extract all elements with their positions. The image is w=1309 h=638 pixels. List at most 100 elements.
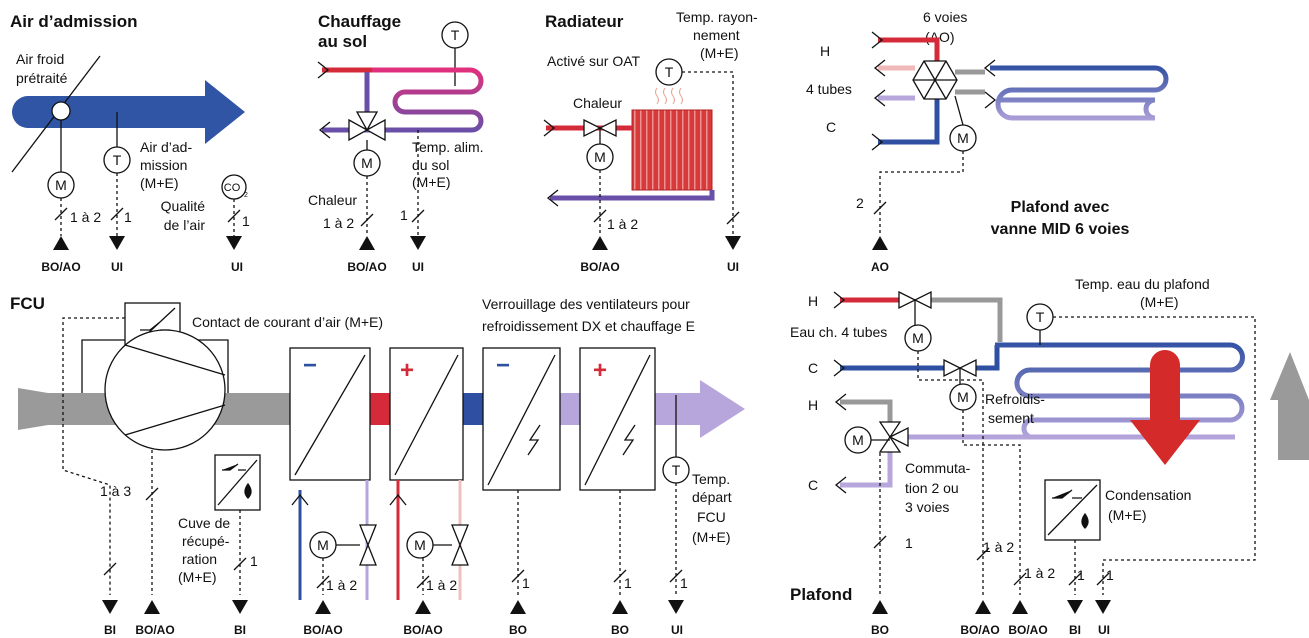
connector — [925, 300, 1000, 342]
label: BO — [611, 623, 629, 637]
label: H — [808, 397, 818, 413]
signal-arrow — [232, 600, 248, 614]
label: Activé sur OAT — [547, 53, 641, 69]
label: M — [361, 155, 373, 171]
label: (M+E) — [1140, 294, 1179, 310]
label: 3 voies — [905, 499, 949, 515]
label: Temp. alim. — [412, 139, 484, 155]
signal-arrow — [144, 600, 160, 614]
label: Qualité — [161, 198, 206, 214]
label: Temp. — [692, 471, 730, 487]
label: BO/AO — [580, 260, 619, 274]
label: 1 — [905, 535, 913, 551]
label: au sol — [318, 32, 367, 51]
label: T — [113, 152, 122, 168]
label: M — [852, 432, 864, 448]
label: M — [414, 537, 426, 553]
signal-arrow — [410, 236, 426, 250]
connector — [880, 292, 976, 452]
label: BO/AO — [960, 623, 999, 637]
signal-arrow — [725, 236, 741, 250]
label: départ — [692, 489, 732, 505]
label: C — [808, 477, 818, 493]
signal-arrow — [53, 236, 69, 250]
signal-arrow — [592, 236, 608, 250]
label: 1 à 2 — [426, 577, 457, 593]
label: Condensation — [1105, 487, 1191, 503]
label: 2 — [244, 192, 248, 199]
connector — [955, 96, 963, 125]
label: Radiateur — [545, 12, 624, 31]
label: 1 — [1106, 567, 1114, 583]
label: (M+E) — [140, 175, 179, 191]
label: BO/AO — [403, 623, 442, 637]
connector — [349, 112, 385, 140]
signal-arrow — [1067, 600, 1083, 614]
label: 1 à 2 — [1024, 565, 1055, 581]
component-box — [655, 393, 700, 425]
component-box — [632, 110, 712, 190]
label: récupé- — [182, 533, 230, 549]
label: Contact de courant d’air (M+E) — [192, 314, 383, 330]
label: vanne MID 6 voies — [991, 221, 1130, 238]
label: 1 à 2 — [326, 577, 357, 593]
label: CO — [224, 182, 241, 194]
label: 4 tubes — [806, 81, 852, 97]
label: − — [303, 352, 317, 379]
label: M — [317, 537, 329, 553]
label: (M+E) — [1108, 507, 1147, 523]
signal-arrow — [102, 600, 118, 614]
label: 2 — [856, 195, 864, 211]
label: BO — [509, 623, 527, 637]
label: Temp. rayon- — [676, 9, 758, 25]
label: T — [672, 462, 681, 478]
connector — [880, 151, 963, 236]
label: BO/AO — [303, 623, 342, 637]
label: nement — [693, 27, 740, 43]
component-box — [370, 393, 390, 425]
connector — [955, 72, 985, 92]
label: BI — [234, 623, 246, 637]
label: UI — [727, 260, 739, 274]
label: UI — [231, 260, 243, 274]
label: 1 — [680, 575, 688, 591]
label: Temp. eau du plafond — [1075, 276, 1210, 292]
connector — [880, 317, 1255, 595]
label: (M+E) — [178, 569, 217, 585]
label: Air d’ad- — [140, 139, 192, 155]
label: M — [957, 130, 969, 146]
connector — [990, 68, 1166, 118]
label: Plafond — [790, 585, 852, 604]
signal-arrow — [226, 236, 242, 250]
label: UI — [111, 260, 123, 274]
signal-arrow — [315, 600, 331, 614]
signal-arrow — [1012, 600, 1028, 614]
label: FCU — [10, 294, 45, 313]
label: C — [808, 360, 818, 376]
label: BI — [104, 623, 116, 637]
label: Plafond avec — [1011, 199, 1110, 216]
label: Chauffage — [318, 12, 401, 31]
diagram: Air d’admission M T CO2 Air froidprétrai… — [0, 0, 1309, 638]
label: 1 — [522, 575, 530, 591]
label: H — [820, 43, 830, 59]
label: tion 2 ou — [905, 480, 959, 496]
connector — [1270, 352, 1309, 460]
symbol-circle — [105, 330, 225, 450]
connector — [361, 210, 424, 226]
label: refroidissement DX et chauffage E — [482, 318, 695, 334]
signal-arrow — [510, 600, 526, 614]
label: BO/AO — [347, 260, 386, 274]
signal-arrow — [975, 600, 991, 614]
label: T — [1036, 309, 1045, 325]
label: Verrouillage des ventilateurs pour — [482, 296, 690, 312]
label: T — [451, 27, 460, 43]
connector — [656, 88, 683, 104]
component-box — [463, 393, 483, 425]
label: M — [594, 149, 606, 165]
label: ration — [182, 551, 217, 567]
label: Air froid — [16, 51, 64, 67]
label: 1 — [624, 575, 632, 591]
label: 1 à 3 — [100, 483, 131, 499]
label: UI — [671, 623, 683, 637]
